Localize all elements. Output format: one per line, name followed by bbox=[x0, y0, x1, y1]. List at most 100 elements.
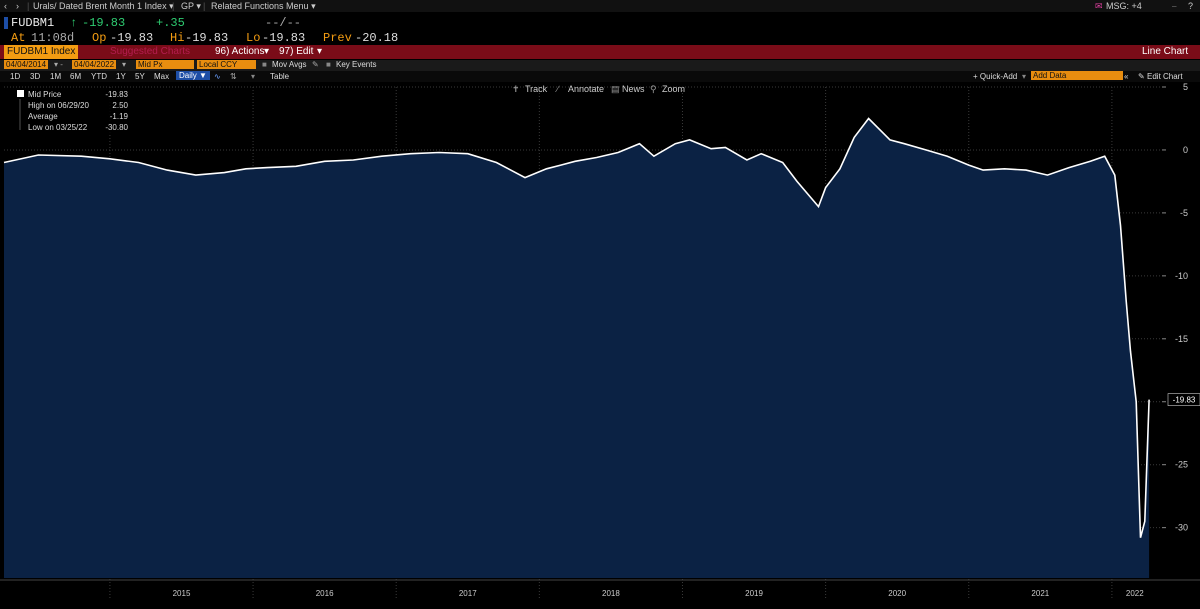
related-functions-menu[interactable]: Related Functions Menu ▾ bbox=[211, 1, 316, 11]
quick-add-button[interactable]: + Quick-Add bbox=[973, 72, 1018, 81]
function-menu[interactable]: GP ▾ bbox=[181, 1, 201, 11]
price-chart[interactable]: 50-5-10-15-20-25-30 20152016201720182019… bbox=[0, 82, 1200, 604]
x-axis: 2015 2016 2017 2018 2019 2020 2021 2022 bbox=[0, 579, 1200, 598]
high-value: -19.83 bbox=[185, 31, 229, 45]
quote-line-2: At 11:08d Op -19.83 Hi -19.83 Lo -19.83 … bbox=[0, 31, 1200, 47]
edit-menu[interactable]: 97) Edit bbox=[279, 46, 314, 57]
checkbox-icon[interactable]: ■ bbox=[326, 60, 331, 69]
x-tick-label: 2017 bbox=[459, 589, 477, 598]
prev-value: -20.18 bbox=[355, 31, 399, 45]
field-select[interactable]: Mid Px bbox=[136, 60, 194, 69]
suggested-charts-button[interactable]: Suggested Charts bbox=[110, 46, 191, 57]
y-tick-label: 0 bbox=[1183, 145, 1188, 155]
legend: Mid Price -19.83 High on 06/29/20 2.50 A… bbox=[4, 89, 129, 133]
x-tick-label: 2021 bbox=[1031, 589, 1049, 598]
chevron-left-icon[interactable]: ‹ bbox=[4, 1, 7, 11]
news-button[interactable]: News bbox=[622, 84, 645, 94]
period-5y[interactable]: 5Y bbox=[135, 72, 145, 81]
track-icon: ✝ bbox=[512, 84, 520, 94]
period-6m[interactable]: 6M bbox=[70, 72, 82, 81]
mov-avgs-toggle[interactable]: Mov Avgs bbox=[272, 60, 307, 69]
period-1m[interactable]: 1M bbox=[50, 72, 62, 81]
end-date-input[interactable]: 04/04/2022 bbox=[72, 60, 117, 69]
time-label: At bbox=[11, 31, 26, 45]
annotate-button[interactable]: Annotate bbox=[568, 84, 604, 94]
open-label: Op bbox=[92, 31, 107, 45]
last-price: -19.83 bbox=[82, 16, 126, 30]
start-date-input[interactable]: 04/04/2014 bbox=[4, 60, 49, 69]
message-icon[interactable]: ✉ bbox=[1095, 1, 1103, 11]
period-3d[interactable]: 3D bbox=[30, 72, 41, 81]
time-value: 11:08d bbox=[31, 31, 75, 45]
chart-type-label: Line Chart bbox=[1142, 46, 1189, 57]
line-chart-icon[interactable]: ∿ bbox=[214, 72, 221, 81]
blank-field: --/-- bbox=[265, 16, 302, 30]
x-tick-label: 2020 bbox=[888, 589, 906, 598]
bar-chart-icon[interactable]: ⇅ bbox=[230, 72, 237, 81]
divider: | bbox=[172, 1, 175, 11]
chart-area[interactable]: 50-5-10-15-20-25-30 20152016201720182019… bbox=[0, 82, 1200, 604]
y-tick-label: 5 bbox=[1183, 83, 1188, 92]
legend-low-value: -30.80 bbox=[105, 123, 128, 132]
period-max[interactable]: Max bbox=[154, 72, 170, 81]
x-tick-label: 2018 bbox=[602, 589, 620, 598]
last-value-tag: -19.83 bbox=[1167, 393, 1200, 406]
divider: | bbox=[203, 1, 206, 11]
function-label: GP bbox=[181, 1, 194, 11]
key-events-toggle[interactable]: Key Events bbox=[336, 60, 377, 69]
pencil-icon[interactable]: ✎ bbox=[1138, 72, 1145, 81]
chevron-down-icon[interactable]: ▾ bbox=[264, 46, 270, 57]
pencil-icon[interactable]: ✎ bbox=[312, 60, 319, 69]
security-title-menu[interactable]: Urals/ Dated Brent Month 1 Index ▾ bbox=[33, 1, 174, 11]
top-nav-bar: ‹ › | Urals/ Dated Brent Month 1 Index ▾… bbox=[0, 0, 1200, 12]
x-tick-label: 2022 bbox=[1126, 589, 1144, 598]
frequency-label: Daily bbox=[179, 71, 197, 80]
high-label: Hi bbox=[170, 31, 185, 45]
legend-mid-label: Mid Price bbox=[28, 90, 62, 99]
actions-menu[interactable]: 96) Actions bbox=[215, 46, 265, 57]
collapse-icon[interactable]: « bbox=[1124, 72, 1129, 81]
chevron-down-icon[interactable]: ▾ bbox=[122, 60, 127, 69]
security-field[interactable]: FUDBM1 Index bbox=[4, 45, 79, 59]
zoom-button[interactable]: Zoom bbox=[662, 84, 685, 94]
prev-label: Prev bbox=[323, 31, 352, 45]
help-icon[interactable]: ⎯ bbox=[1172, 1, 1177, 11]
low-label: Lo bbox=[246, 31, 261, 45]
frequency-select[interactable]: Daily ▼ bbox=[176, 71, 210, 80]
legend-low-label: Low on 03/25/22 bbox=[28, 123, 88, 132]
series-area-fill bbox=[4, 118, 1150, 578]
low-value: -19.83 bbox=[262, 31, 306, 45]
chevron-down-icon[interactable]: ▾ bbox=[1022, 72, 1027, 81]
x-tick-label: 2019 bbox=[745, 589, 763, 598]
chevron-right-icon[interactable]: › bbox=[16, 1, 19, 11]
add-data-input[interactable]: Add Data bbox=[1031, 71, 1123, 80]
table-button[interactable]: Table bbox=[270, 72, 290, 81]
y-tick-label: -5 bbox=[1180, 208, 1188, 218]
edit-chart-button[interactable]: Edit Chart bbox=[1147, 72, 1183, 81]
track-button[interactable]: Track bbox=[525, 84, 548, 94]
search-icon: ⚲ bbox=[650, 84, 657, 94]
security-title: Urals/ Dated Brent Month 1 Index bbox=[33, 1, 167, 11]
ticker: FUDBM1 bbox=[11, 16, 55, 30]
msg-count[interactable]: MSG: +4 bbox=[1106, 1, 1142, 11]
x-tick-label: 2015 bbox=[173, 589, 191, 598]
news-icon: ▤ bbox=[611, 84, 620, 94]
legend-high-value: 2.50 bbox=[112, 101, 128, 110]
series-line bbox=[3, 117, 1150, 538]
up-arrow-icon: ↑ bbox=[70, 16, 78, 30]
checkbox-icon[interactable]: ■ bbox=[262, 60, 267, 69]
period-1d[interactable]: 1D bbox=[10, 72, 21, 81]
legend-mid-value: -19.83 bbox=[105, 90, 128, 99]
period-1y[interactable]: 1Y bbox=[116, 72, 126, 81]
date-separator: ▾ - bbox=[54, 60, 63, 69]
help-button[interactable]: ? bbox=[1188, 1, 1194, 11]
legend-avg-label: Average bbox=[28, 112, 58, 121]
x-tick-label: 2016 bbox=[316, 589, 334, 598]
open-value: -19.83 bbox=[110, 31, 154, 45]
period-ytd[interactable]: YTD bbox=[91, 72, 107, 81]
currency-select[interactable]: Local CCY bbox=[197, 60, 256, 69]
chevron-down-icon[interactable]: ▾ bbox=[251, 72, 256, 81]
annotate-icon: ∕ bbox=[555, 84, 560, 94]
legend-swatch bbox=[17, 90, 24, 97]
chevron-down-icon[interactable]: ▾ bbox=[317, 46, 323, 57]
